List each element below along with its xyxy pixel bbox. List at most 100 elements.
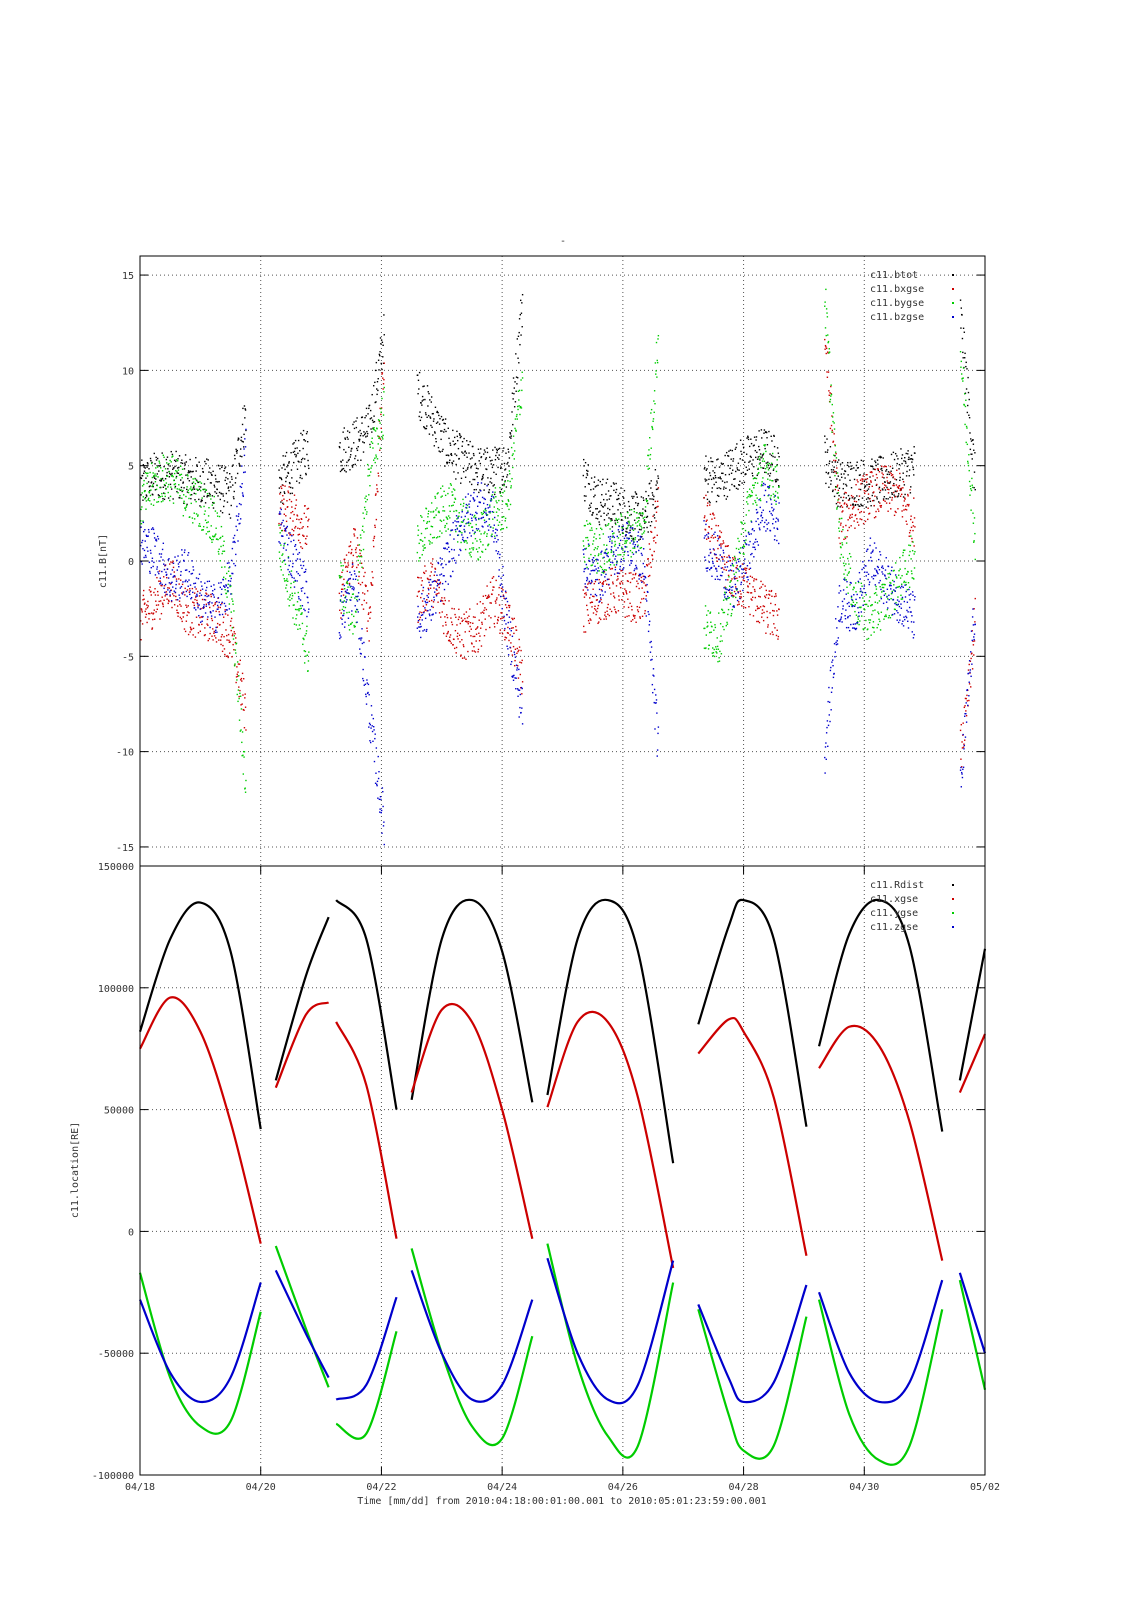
data-point bbox=[158, 580, 160, 582]
data-point bbox=[962, 746, 965, 748]
data-point bbox=[216, 622, 219, 625]
data-point bbox=[497, 515, 499, 517]
data-point bbox=[510, 430, 513, 432]
data-point bbox=[305, 516, 307, 518]
data-point bbox=[441, 563, 443, 565]
data-point bbox=[294, 545, 296, 548]
data-point bbox=[186, 606, 188, 608]
data-point bbox=[147, 612, 150, 615]
data-point bbox=[362, 512, 364, 514]
data-point bbox=[615, 523, 617, 526]
data-point bbox=[447, 639, 450, 642]
data-point bbox=[832, 440, 835, 443]
data-point bbox=[913, 578, 915, 580]
data-point bbox=[428, 613, 431, 615]
data-point bbox=[615, 517, 617, 520]
data-point bbox=[200, 500, 202, 503]
data-point bbox=[372, 539, 375, 542]
data-point bbox=[894, 510, 896, 513]
data-point bbox=[613, 545, 616, 547]
data-point bbox=[239, 448, 242, 450]
data-point bbox=[463, 541, 466, 543]
data-point bbox=[712, 460, 714, 463]
data-point bbox=[369, 617, 371, 619]
data-point bbox=[606, 514, 608, 516]
data-point bbox=[825, 463, 828, 466]
data-point bbox=[620, 570, 622, 572]
data-point bbox=[203, 513, 206, 515]
data-point bbox=[885, 465, 887, 468]
data-point bbox=[226, 501, 229, 503]
data-point bbox=[711, 625, 713, 628]
data-point bbox=[657, 505, 659, 508]
data-point bbox=[514, 418, 517, 420]
data-point bbox=[369, 723, 372, 726]
data-point bbox=[496, 451, 498, 454]
data-point bbox=[201, 623, 203, 626]
data-point bbox=[450, 617, 452, 619]
data-point bbox=[589, 597, 591, 599]
data-point bbox=[466, 621, 468, 623]
data-point bbox=[844, 569, 847, 571]
data-point bbox=[872, 621, 875, 623]
data-point bbox=[870, 465, 872, 467]
data-point bbox=[237, 540, 239, 542]
data-point bbox=[371, 725, 373, 727]
data-point bbox=[356, 566, 358, 569]
data-point bbox=[638, 528, 641, 531]
data-point bbox=[847, 529, 849, 532]
data-point bbox=[890, 597, 892, 600]
data-point bbox=[768, 593, 770, 596]
data-point bbox=[177, 563, 180, 565]
data-point bbox=[215, 478, 217, 480]
data-point bbox=[629, 535, 632, 537]
data-point bbox=[210, 498, 212, 500]
data-point bbox=[348, 629, 351, 631]
data-point bbox=[284, 455, 287, 457]
data-point bbox=[201, 499, 203, 502]
data-point bbox=[834, 474, 836, 477]
data-point bbox=[512, 377, 515, 379]
data-point bbox=[731, 608, 734, 611]
data-point bbox=[359, 583, 362, 586]
data-point bbox=[346, 461, 348, 463]
data-point bbox=[510, 435, 512, 437]
data-point bbox=[584, 631, 587, 633]
data-point bbox=[196, 515, 199, 517]
data-point bbox=[969, 485, 972, 487]
data-point bbox=[163, 492, 165, 494]
data-point bbox=[774, 479, 777, 481]
data-point bbox=[863, 489, 866, 492]
data-point bbox=[199, 589, 202, 592]
data-point bbox=[769, 612, 771, 614]
data-point bbox=[889, 471, 891, 474]
data-point bbox=[588, 544, 591, 547]
data-point bbox=[188, 591, 191, 593]
data-point bbox=[205, 489, 207, 491]
data-point bbox=[878, 471, 881, 473]
data-point bbox=[636, 609, 639, 611]
data-point bbox=[158, 496, 160, 499]
data-point bbox=[497, 524, 500, 526]
data-point bbox=[339, 442, 341, 444]
data-point bbox=[628, 505, 631, 508]
data-point bbox=[870, 465, 873, 468]
data-point bbox=[473, 478, 476, 481]
data-point bbox=[870, 505, 872, 507]
data-point bbox=[296, 514, 298, 516]
data-point bbox=[470, 551, 472, 553]
data-point bbox=[902, 481, 905, 483]
data-point bbox=[645, 500, 648, 503]
data-point bbox=[143, 483, 145, 486]
data-point bbox=[288, 605, 290, 607]
data-point bbox=[827, 334, 829, 336]
data-point bbox=[764, 445, 766, 447]
data-point bbox=[287, 598, 289, 600]
data-point bbox=[209, 493, 211, 496]
data-point bbox=[345, 451, 347, 453]
data-point bbox=[878, 486, 881, 489]
data-point bbox=[364, 416, 366, 419]
data-point bbox=[601, 583, 604, 585]
data-point bbox=[159, 496, 162, 498]
data-point bbox=[741, 453, 743, 455]
